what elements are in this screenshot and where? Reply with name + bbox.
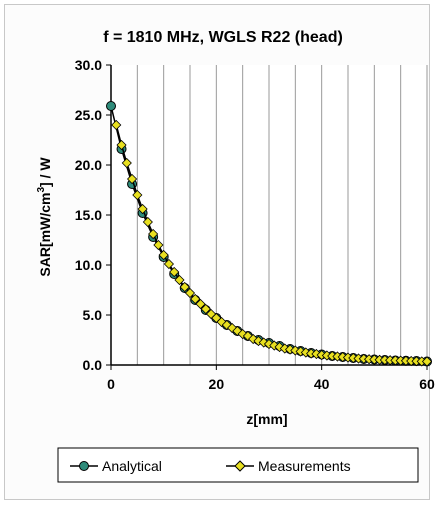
y-axis-label: SAR[mW/cm3] / W <box>36 157 53 277</box>
measurements-point <box>132 189 143 201</box>
y-tick-label: 15.0 <box>75 207 102 223</box>
measurements-point <box>237 328 248 340</box>
measurements-point <box>190 293 201 305</box>
y-tick-label: 30.0 <box>75 57 102 73</box>
y-tick-label: 10.0 <box>75 257 102 273</box>
legend-marker-analytical <box>79 461 89 471</box>
y-tick-label: 0.0 <box>83 357 103 373</box>
measurements-point <box>179 281 190 293</box>
measurements-point <box>206 308 217 320</box>
measurements-point <box>200 303 211 315</box>
x-tick-label: 60 <box>419 376 435 392</box>
legend: Analytical Measurements <box>57 447 419 483</box>
measurements-point <box>153 239 164 251</box>
measurements-point <box>137 203 148 215</box>
measurements-point <box>269 340 280 351</box>
measurements-point <box>169 266 180 278</box>
measurements-point <box>195 298 206 310</box>
measurements-point <box>421 356 433 367</box>
measurements-point <box>116 139 127 151</box>
measurements-point <box>127 173 138 185</box>
x-tick-labels: 0 20 40 60 <box>107 365 435 392</box>
measurements-point <box>184 287 196 299</box>
y-axis-label-main: SAR[mW/cm <box>37 193 53 277</box>
plot-area: 0.0 5.0 10.0 15.0 20.0 25.0 30.0 0 20 40 60 <box>75 57 435 392</box>
analytical-point <box>106 101 116 111</box>
measurements-point <box>163 258 174 270</box>
series-measurements <box>111 119 433 367</box>
measurements-point <box>142 216 153 228</box>
legend-marker-measurements <box>234 460 246 472</box>
y-tick-label: 25.0 <box>75 107 102 123</box>
measurements-point <box>174 274 185 286</box>
measurements-point <box>158 249 169 261</box>
y-axis-label-sup: 3 <box>36 187 47 193</box>
y-axis-label-tail: ] / W <box>37 157 53 187</box>
measurements-point <box>148 228 159 240</box>
measurements-point <box>121 157 132 169</box>
measurements-point <box>221 319 232 331</box>
y-tick-label: 5.0 <box>83 307 103 323</box>
x-axis-label: z[mm] <box>246 411 287 427</box>
legend-item-analytical: Analytical <box>70 458 162 474</box>
legend-label-analytical: Analytical <box>102 458 162 474</box>
legend-label-measurements: Measurements <box>258 458 351 474</box>
measurements-point <box>111 119 122 131</box>
chart-title: f = 1810 MHz, WGLS R22 (head) <box>103 29 343 46</box>
x-tick-label: 20 <box>209 376 225 392</box>
measurements-point <box>253 335 264 347</box>
x-tick-label: 40 <box>314 376 330 392</box>
x-tick-label: 0 <box>107 376 115 392</box>
legend-item-measurements: Measurements <box>226 458 351 474</box>
y-tick-labels: 0.0 5.0 10.0 15.0 20.0 25.0 30.0 <box>75 57 111 373</box>
y-tick-label: 20.0 <box>75 157 102 173</box>
